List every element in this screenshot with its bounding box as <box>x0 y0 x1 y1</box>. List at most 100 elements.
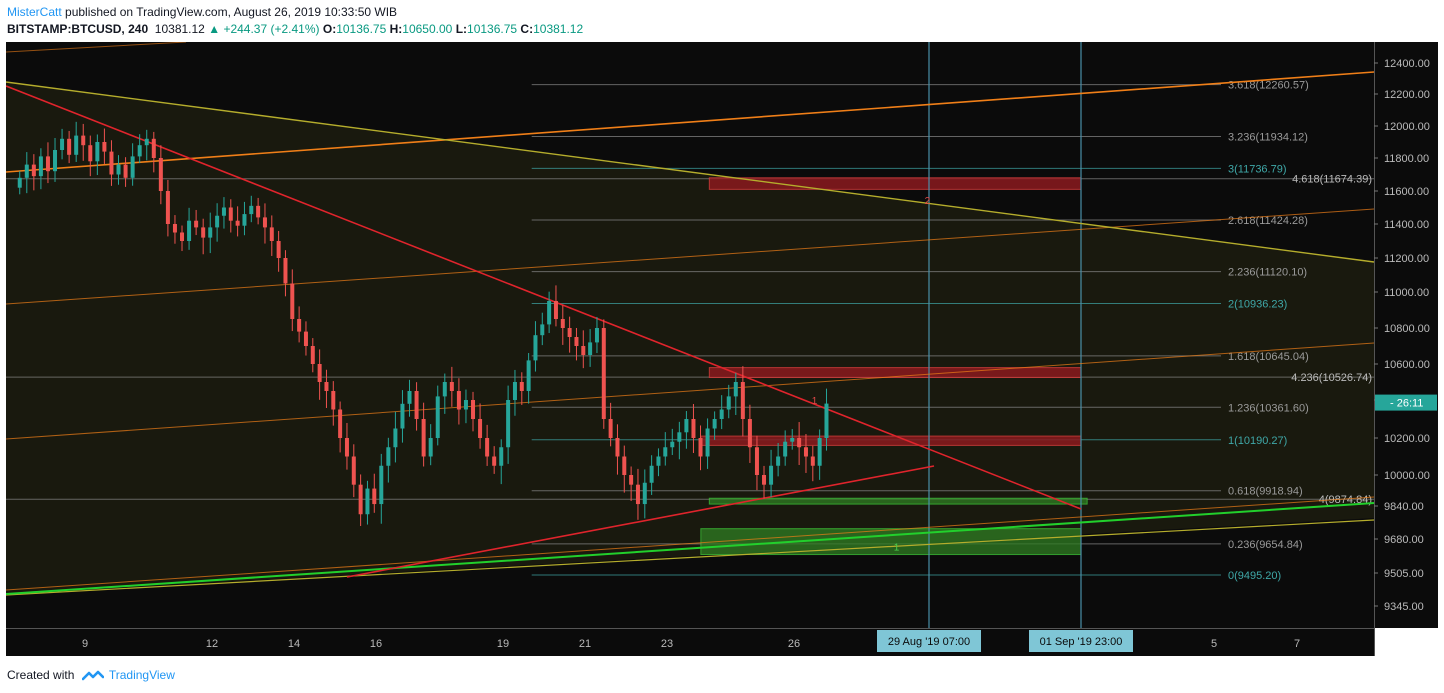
up-arrow-icon: ▲ <box>208 22 221 36</box>
candle <box>635 468 640 520</box>
candle <box>677 421 682 460</box>
plot-background <box>6 42 1374 628</box>
tradingview-logo-icon <box>81 670 104 681</box>
price-tick-label: 11200.00 <box>1384 253 1429 265</box>
candle-body <box>180 232 185 241</box>
candle-body <box>677 432 682 442</box>
fib-level-label: 1.618(10645.04) <box>1228 351 1309 363</box>
candle <box>622 445 627 493</box>
created-with-text: Created with <box>7 668 75 682</box>
candle <box>331 381 336 426</box>
price-tick-label: 12200.00 <box>1384 89 1430 101</box>
fib-level-label: 1(10190.27) <box>1228 435 1287 447</box>
candle-body <box>297 319 302 332</box>
candle-body <box>102 142 107 152</box>
candle <box>560 305 565 345</box>
candle-body <box>165 191 170 224</box>
time-tick-label: 14 <box>288 638 300 650</box>
candle <box>116 155 121 185</box>
fib-level-label: 2.236(11120.10) <box>1228 267 1307 279</box>
candle <box>499 439 504 485</box>
candle <box>547 291 552 334</box>
candle-body <box>269 227 274 241</box>
candle-body <box>615 438 620 457</box>
candle <box>428 424 433 466</box>
candle-body <box>608 419 613 438</box>
candle <box>478 403 483 449</box>
candle-body <box>365 488 370 515</box>
candle <box>533 321 538 372</box>
candle-body <box>249 205 254 215</box>
candle-body <box>485 438 490 457</box>
candle <box>276 230 281 272</box>
candle-body <box>754 447 759 475</box>
candle-body <box>797 438 802 448</box>
candle-body <box>649 465 654 483</box>
yellow-ascending-line <box>5 519 1375 596</box>
candle <box>372 473 377 513</box>
candle <box>456 378 461 425</box>
candle-body <box>393 428 398 448</box>
candle-body <box>726 396 731 410</box>
time-marker-tag <box>1029 630 1133 652</box>
candle <box>797 422 802 466</box>
chart-area[interactable]: 0(9495.20) 0.236(9654.84) 0.618(9918.94) 1(… <box>5 41 1438 656</box>
high-value: 10650.00 <box>402 22 453 36</box>
candle <box>594 317 599 354</box>
candle <box>762 465 767 499</box>
candle-body <box>407 391 412 404</box>
green-support-line <box>5 502 1375 595</box>
candle <box>400 390 405 443</box>
footer: Created with TradingView <box>7 668 175 683</box>
candle-body <box>194 220 199 228</box>
candle-body <box>221 207 226 216</box>
candle <box>608 402 613 447</box>
candle-body <box>463 400 468 410</box>
candle <box>574 328 579 361</box>
wave-annotation: 1 <box>894 543 900 554</box>
candle-body <box>435 396 440 438</box>
candle <box>492 446 497 474</box>
high-label: H: <box>389 22 403 36</box>
candle <box>670 428 675 456</box>
red-zone <box>708 177 1082 190</box>
candle <box>317 349 322 400</box>
open-label: O: <box>322 22 337 36</box>
candle-body <box>158 158 163 191</box>
plot-layer: 0(9495.20) 0.236(9654.84) 0.618(9918.94) 1(… <box>5 41 1375 628</box>
fib-level-label: 1.236(10361.60) <box>1228 402 1309 414</box>
candle-body <box>130 156 135 178</box>
candle-body <box>400 403 405 429</box>
candle <box>726 384 731 419</box>
candle-body <box>38 156 43 177</box>
fib-level-label: 0.618(9918.94) <box>1228 486 1303 498</box>
candle <box>553 285 558 327</box>
candle-body <box>414 391 419 419</box>
time-tick-label: 19 <box>497 638 509 650</box>
candle <box>601 319 606 429</box>
candle-body <box>421 419 426 457</box>
candle <box>31 154 36 191</box>
candle-body <box>428 438 433 457</box>
price-chart[interactable]: 0(9495.20) 0.236(9654.84) 0.618(9918.94) 1(… <box>5 41 1438 656</box>
candle-body <box>137 145 142 157</box>
candle-body <box>519 382 524 391</box>
candle-body <box>817 438 822 466</box>
candle <box>215 203 220 242</box>
candle <box>24 152 29 194</box>
tradingview-link[interactable]: TradingView <box>108 668 175 682</box>
candle <box>67 130 72 164</box>
yellow-descending-line <box>5 81 1375 263</box>
fib-level-label: 0(9495.20) <box>1228 570 1281 582</box>
candle <box>358 474 363 527</box>
candle-body <box>74 135 79 155</box>
candle-body <box>547 301 552 325</box>
candle <box>310 338 315 373</box>
candle <box>17 171 22 195</box>
time-tick-label: 7 <box>1294 638 1300 650</box>
time-marker-label: 01 Sep '19 23:00 <box>1040 636 1123 648</box>
candle <box>45 142 50 184</box>
candle <box>290 269 295 332</box>
author-link[interactable]: MisterCatt <box>7 5 62 19</box>
price-tick-label: 9840.00 <box>1384 501 1424 513</box>
